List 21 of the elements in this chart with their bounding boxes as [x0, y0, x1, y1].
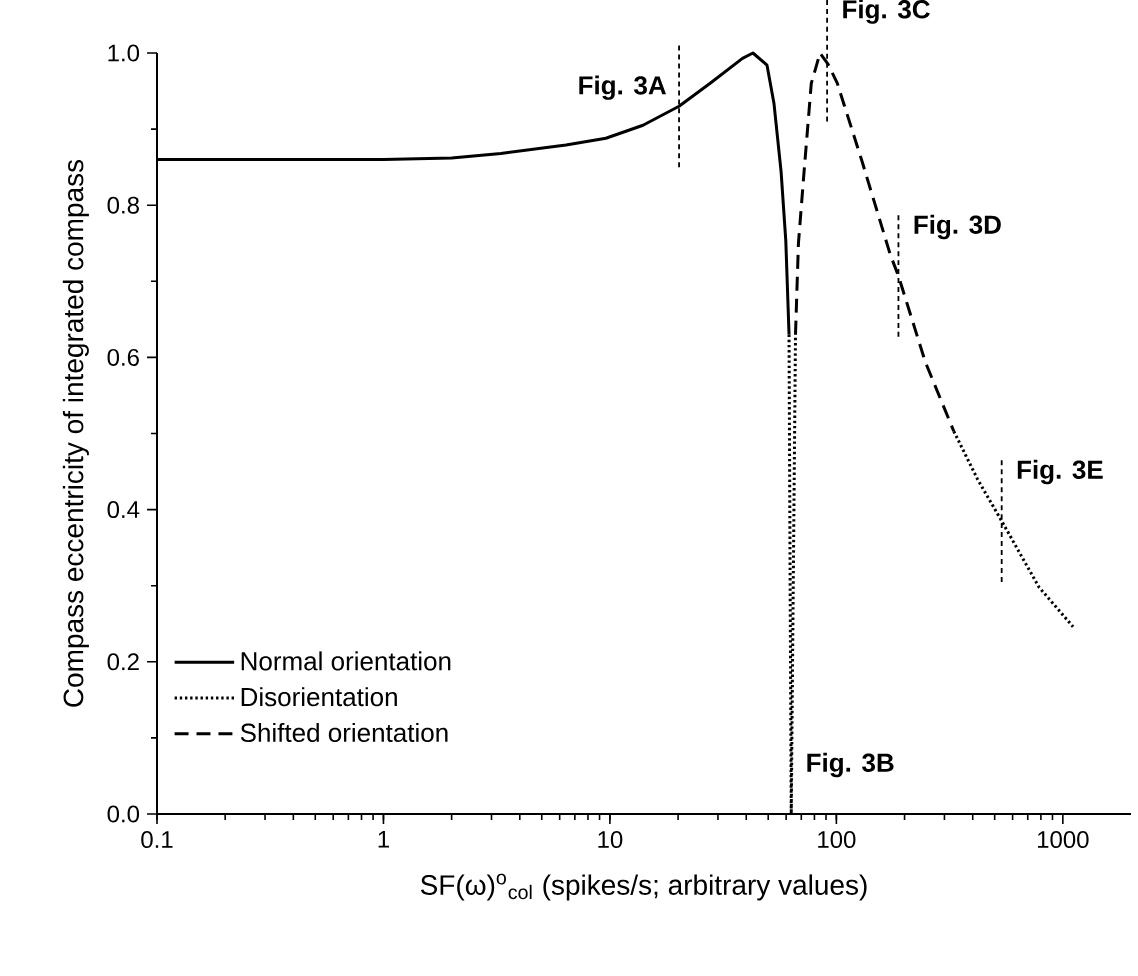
x-tick-label: 10 [598, 831, 623, 849]
x-tick-label: 1 [378, 831, 389, 848]
x-tick-label: 1000 [1037, 831, 1089, 849]
x-tick-label: 0.1 [141, 831, 173, 849]
x-tick-label: 100 [818, 831, 856, 849]
legend-label: Normal orientation [241, 651, 451, 671]
annotation: Fig. 3D [914, 214, 1001, 240]
annotation: Fig. 3C [843, 0, 930, 24]
y-tick-label: 0.2 [107, 653, 139, 671]
x-axis-title: SF(ω)$^{o}$$_{col}$ (spikes/s; arbitrary values) [420, 873, 867, 901]
annotation: Fig. 3E [1017, 459, 1103, 485]
y-tick-label: 0.8 [107, 196, 139, 214]
legend-label: Disorientation [241, 687, 397, 707]
y-axis-title: Compass eccentricity of integrated compass [62, 159, 89, 707]
y-tick-label: 0.6 [107, 348, 139, 366]
y-tick-label: 0.0 [107, 805, 140, 823]
legend-label: Shifted orientation [240, 722, 448, 743]
y-tick-label: 1.0 [108, 44, 140, 62]
annotation: Fig. 3B [807, 752, 894, 778]
annotation: Fig. 3A [579, 75, 666, 100]
y-tick-label: 0.4 [107, 501, 140, 519]
